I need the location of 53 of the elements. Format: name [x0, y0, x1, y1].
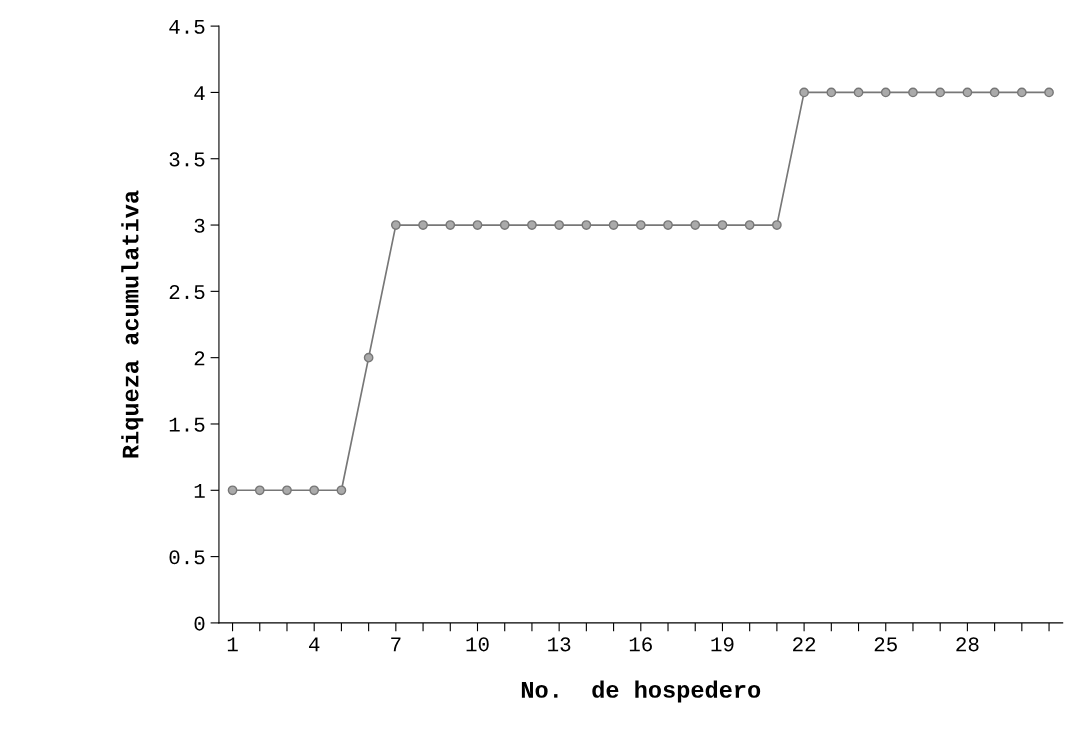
x-axis-title: No. de hospedero — [521, 680, 761, 703]
point — [363, 352, 374, 363]
point — [935, 87, 946, 98]
y-tick-label: 4.5 — [169, 19, 205, 34]
y-tick-label: 1.5 — [169, 417, 205, 432]
point — [826, 87, 837, 98]
point — [853, 87, 864, 98]
point — [744, 220, 755, 230]
y-axis-title: Riqueza acumulativa — [121, 190, 144, 458]
point — [663, 220, 673, 230]
point — [772, 220, 782, 230]
point — [527, 220, 537, 230]
x-tick-label: 7 — [391, 637, 401, 652]
y-tick-label: 1 — [194, 484, 205, 498]
y-tick-label: 3.5 — [169, 152, 205, 167]
point — [254, 485, 265, 496]
point — [880, 87, 891, 98]
y-tick-label: 0.5 — [169, 550, 205, 565]
point — [227, 485, 238, 496]
x-tick-label: 16 — [629, 637, 652, 652]
x-tick-label: 1 — [227, 637, 238, 652]
x-tick-label: 28 — [956, 637, 979, 652]
y-tick-label: 0 — [194, 616, 205, 631]
point — [908, 87, 918, 98]
y-tick-label: 2 — [194, 351, 205, 366]
point — [554, 220, 565, 230]
point — [336, 485, 347, 496]
x-tick-label: 22 — [793, 637, 816, 652]
x-tick-label: 19 — [711, 637, 734, 652]
point — [1044, 87, 1054, 98]
point — [717, 220, 728, 230]
x-tick-label: 10 — [466, 637, 489, 652]
point — [690, 220, 701, 230]
point — [445, 220, 456, 230]
point — [962, 87, 973, 98]
y-tick-label: 3 — [194, 218, 205, 233]
point — [581, 220, 592, 230]
point — [1016, 87, 1027, 98]
point — [499, 220, 510, 230]
point — [799, 87, 809, 98]
x-tick-label: 25 — [874, 637, 897, 652]
point — [282, 485, 292, 496]
x-tick-label: 13 — [548, 637, 571, 652]
point — [418, 220, 428, 230]
y-tick-label: 2.5 — [169, 284, 205, 300]
x-tick-label: 4 — [309, 637, 320, 652]
point — [635, 220, 646, 230]
point — [390, 220, 401, 230]
point — [472, 220, 483, 230]
y-tick-label: 4 — [194, 86, 205, 100]
point — [608, 220, 619, 230]
point — [989, 87, 1000, 98]
point — [309, 485, 320, 496]
